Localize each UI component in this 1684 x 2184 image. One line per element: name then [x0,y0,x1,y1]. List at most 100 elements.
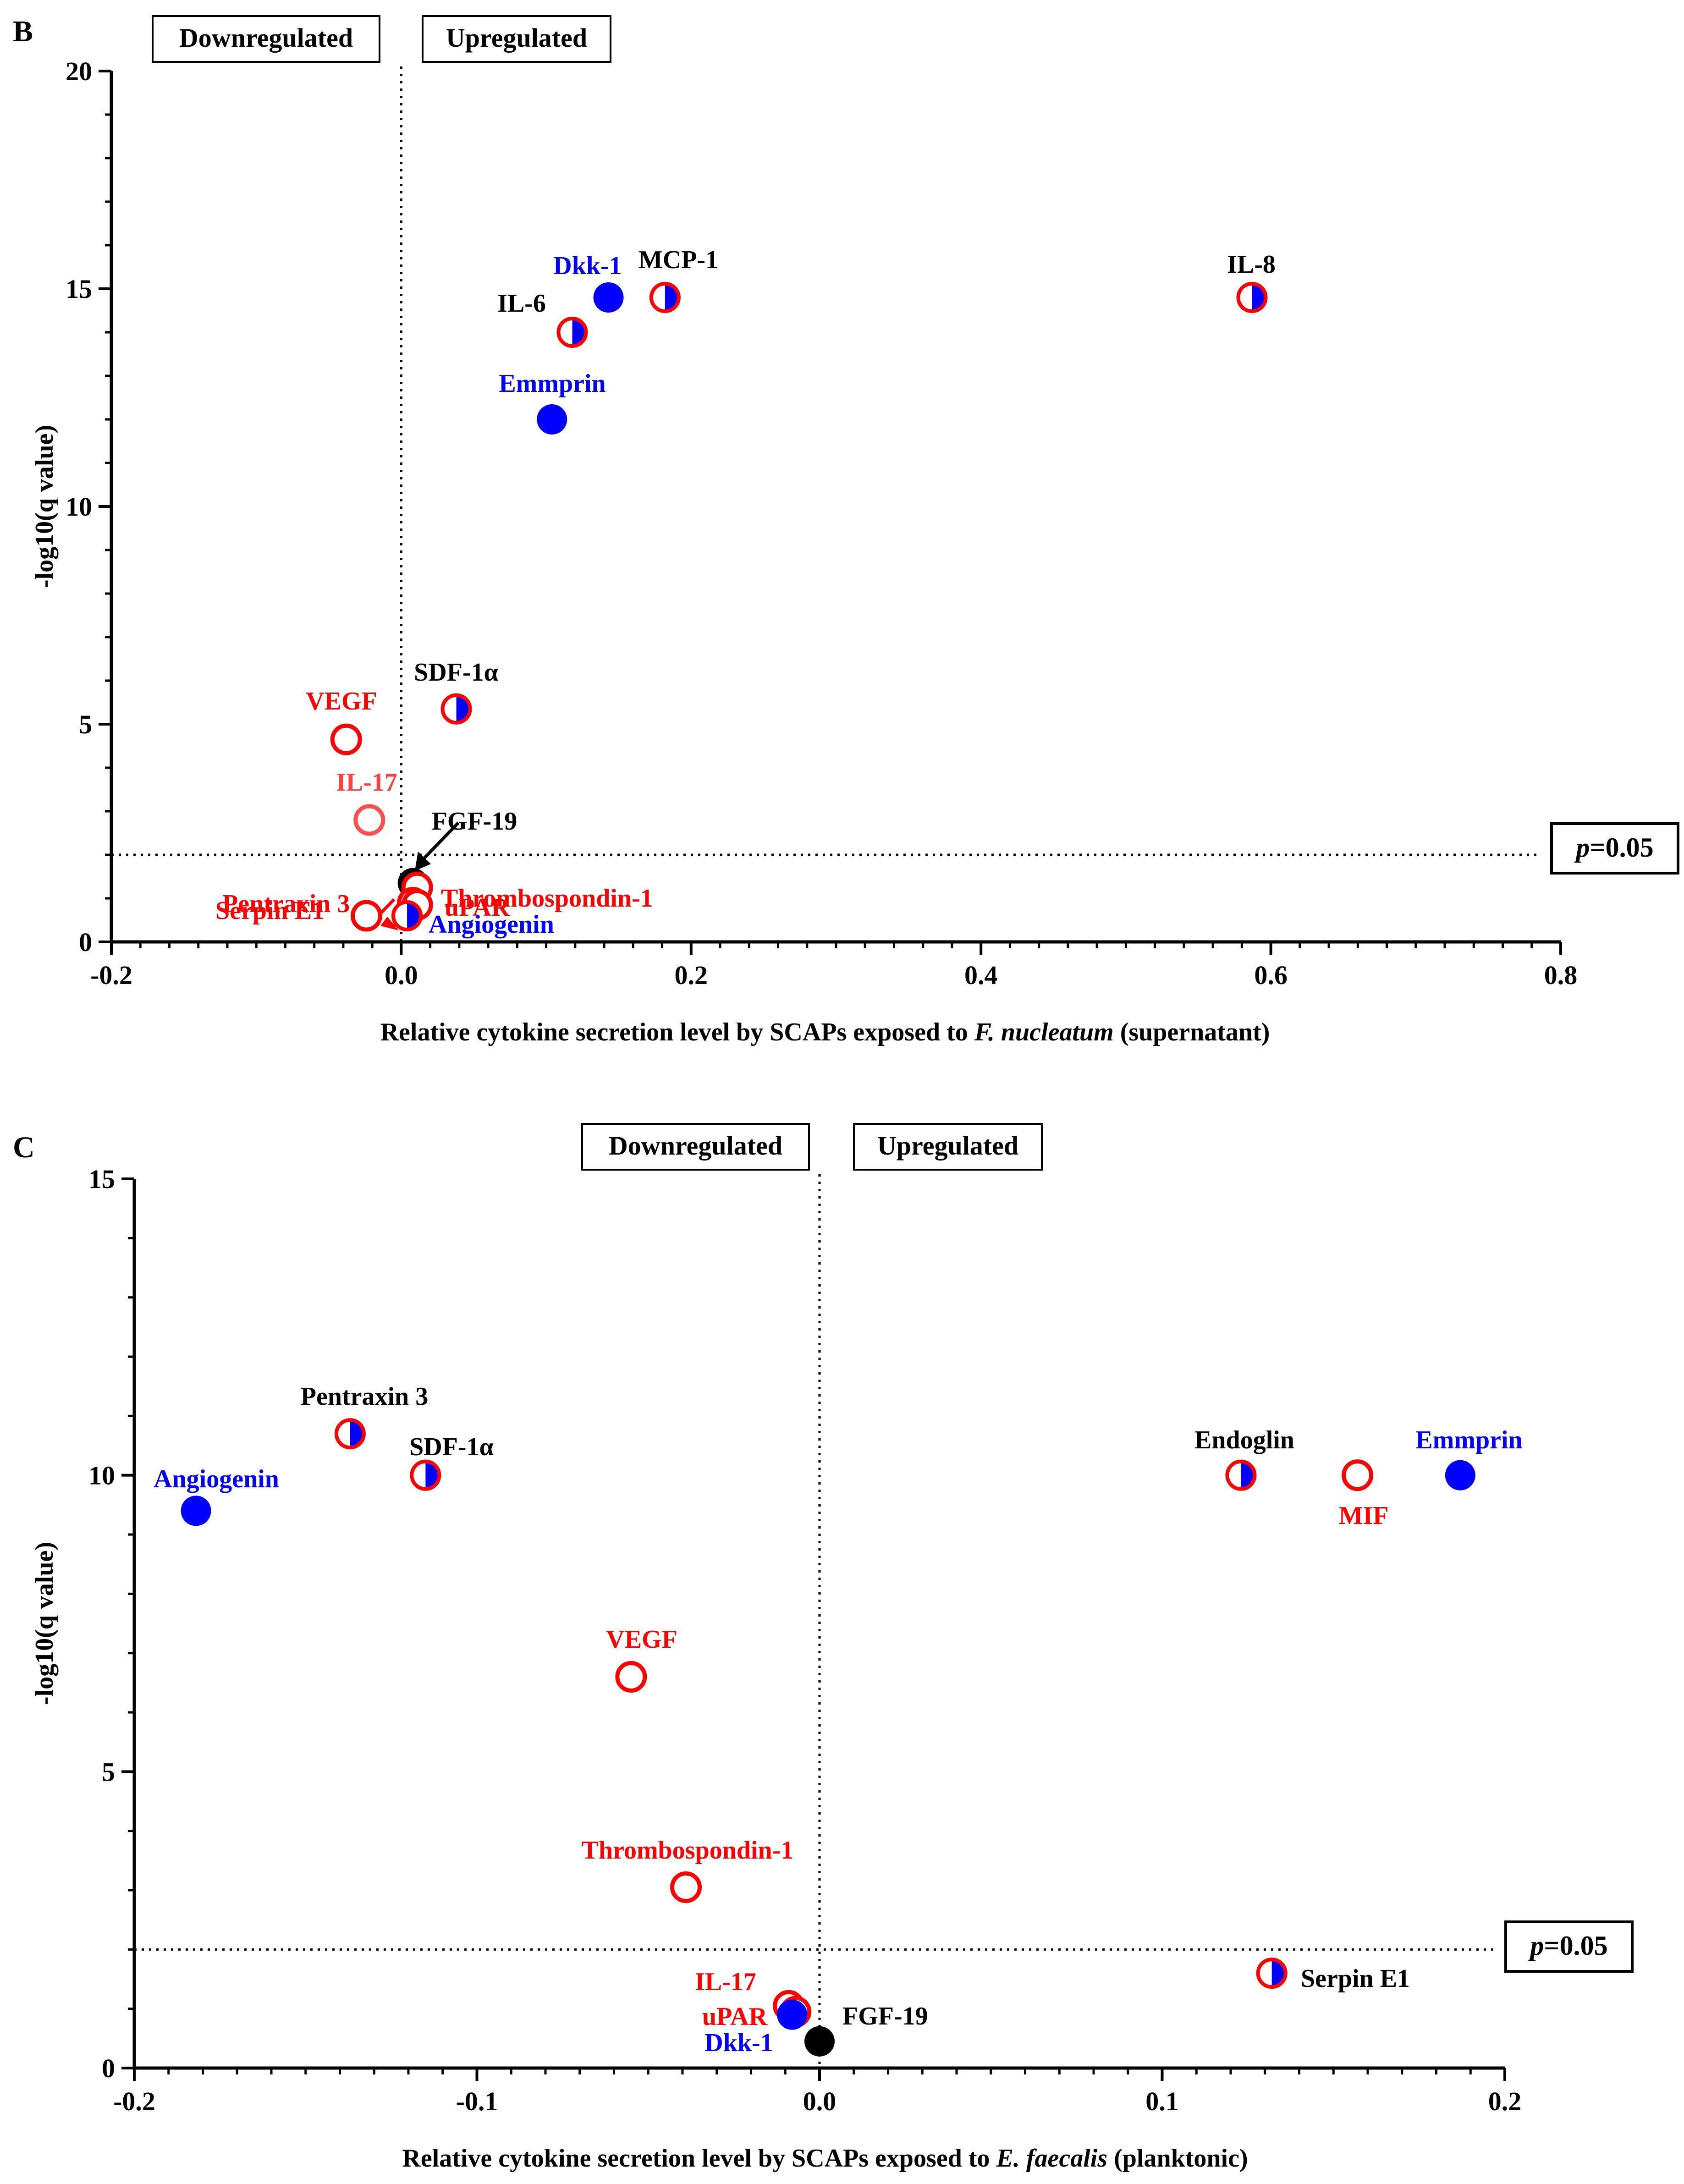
upregulated-box [422,15,611,63]
point-label: Endoglin [1194,1426,1294,1454]
x-tick-label: 0.4 [964,960,998,990]
threshold-p: p [1574,832,1590,863]
point-label: Emmprin [1415,1426,1522,1454]
point-sdf-1- [410,1459,441,1491]
point-label: Thrombospondin-1 [582,1836,794,1865]
point-label: Thrombospondin-1 [441,884,653,913]
y-tick-label: 10 [88,1461,115,1491]
x-tick-label: 0.1 [1145,2086,1179,2116]
x-tick-label: 0.8 [1544,960,1578,990]
point-angiogenin [181,1496,211,1526]
upregulated-label: Upregulated [877,1131,1018,1161]
x-axis-title-prefix: Relative cytokine secretion level by SCA… [402,2144,996,2173]
point-label: IL-17 [336,768,397,797]
point-emmprin [1445,1460,1475,1491]
point-serpin-e1 [1256,1958,1288,1989]
threshold-label: p=0.05 [1574,832,1653,863]
y-tick-label: 0 [79,927,92,957]
x-tick-label: 0.2 [675,960,708,990]
point-dkk-1 [593,282,624,313]
point-label: VEGF [606,1625,677,1654]
fgf19-arrow [420,821,460,862]
point-il-6 [556,317,588,348]
point-il-17 [353,804,385,836]
point-label: Serpin E1 [215,897,325,925]
point-angiogenin [391,900,423,931]
pentraxin-arrow-head [380,917,399,930]
threshold-box [1504,1920,1634,1973]
y-axis-title: -log10(q value) [30,1542,59,1705]
threshold-label: p=0.05 [1528,1931,1607,1961]
upregulated-label: Upregulated [446,23,587,53]
point-label: FGF-19 [432,807,517,836]
x-tick-label: 0.2 [1488,2086,1522,2116]
x-axis-title-suffix: (planktonic) [1107,2144,1248,2173]
point-ring [649,282,681,313]
panel-label: C [13,1131,35,1164]
point-label: Serpin E1 [1301,1964,1410,1993]
point-label: Pentraxin 3 [301,1382,428,1411]
point-label: SDF-1α [409,1433,494,1461]
downregulated-label: Downregulated [609,1131,782,1161]
point-emmprin [537,404,567,435]
point-dkk-1 [777,1999,808,2030]
point-ring [440,693,472,725]
point-label: uPAR [702,2002,768,2031]
point-serpin-e1 [351,900,383,932]
point-label: MCP-1 [638,246,718,274]
point-ring [1256,1958,1288,1989]
point-label: Pentraxin 3 [222,890,350,918]
point-label: VEGF [306,687,377,715]
upregulated-box [853,1123,1043,1171]
point-sdf-1- [440,693,472,725]
downregulated-box [152,15,380,63]
point-thrombospondin-1 [670,1871,702,1903]
y-tick-label: 15 [66,274,92,304]
x-axis-title-prefix: Relative cytokine secretion level by SCA… [380,1018,974,1046]
point-mif [1342,1459,1374,1491]
point-label: uPAR [445,893,510,922]
x-tick-label: -0.1 [456,2086,498,2116]
point-ring [1225,1459,1257,1491]
point-label: FGF-19 [842,2002,928,2030]
point-ring [556,317,588,348]
x-tick-label: 0.6 [1254,960,1288,990]
panel-label: B [13,15,33,48]
point-label: Angiogenin [154,1465,279,1493]
threshold-value: =0.05 [1544,1931,1607,1961]
threshold-value: =0.05 [1590,832,1653,863]
point-label: Dkk-1 [704,2029,773,2057]
x-tick-label: 0.0 [385,960,418,990]
downregulated-box [581,1123,810,1171]
point-label: IL-17 [695,1968,756,1996]
x-axis-title-organism: E. faecalis [996,2144,1108,2173]
x-axis-title-organism: F. nucleatum [974,1018,1114,1046]
point-label: Angiogenin [429,910,554,939]
point-fgf-19 [804,2026,835,2057]
point-label: MIF [1339,1502,1389,1530]
threshold-box [1550,822,1679,875]
x-tick-label: -0.2 [113,2086,155,2116]
y-tick-label: 20 [66,56,92,86]
point-label: Emmprin [499,369,605,398]
point-il-8 [1236,282,1268,313]
downregulated-label: Downregulated [179,23,353,53]
point-ring [334,1418,366,1450]
point-ring [391,900,423,931]
x-axis-title: Relative cytokine secretion level by SCA… [380,1018,1270,1046]
x-axis-title: Relative cytokine secretion level by SCA… [402,2144,1248,2173]
x-tick-label: -0.2 [90,960,132,990]
x-axis-title-suffix: (supernatant) [1114,1018,1270,1046]
y-tick-label: 15 [88,1164,115,1194]
point-label: IL-8 [1227,250,1276,279]
y-tick-label: 0 [102,2053,115,2083]
fgf19-arrow-head [415,852,431,871]
point-endoglin [1225,1459,1257,1491]
point-label: Dkk-1 [553,252,622,280]
y-tick-label: 5 [102,1757,115,1787]
point-ring [410,1459,441,1491]
point-vegf [330,723,362,755]
point-vegf [615,1661,647,1693]
x-tick-label: 0.0 [803,2086,836,2116]
